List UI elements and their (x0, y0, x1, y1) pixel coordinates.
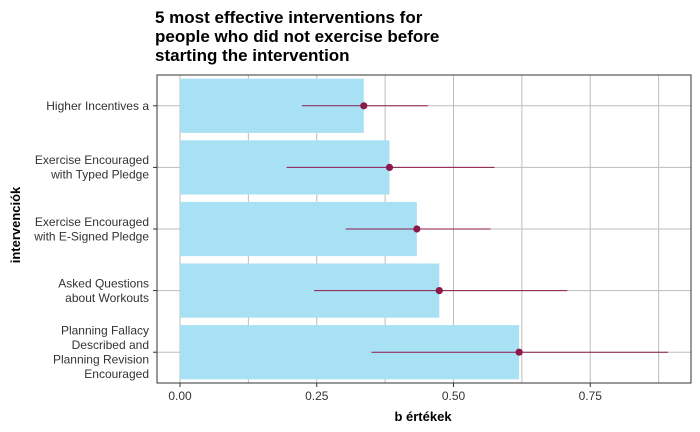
y-tick-label-4-3: Encouraged (84, 367, 149, 381)
chart-title: 5 most effective interventions for peopl… (155, 8, 444, 65)
x-tick-label-2: 0.50 (442, 389, 466, 403)
y-tick-label-4-1: Described and (72, 338, 149, 352)
y-tick-label-3-1: about Workouts (65, 291, 149, 305)
point-4 (515, 348, 523, 356)
chart-title-line-1: 5 most effective interventions for (155, 8, 423, 27)
point-2 (413, 225, 421, 233)
y-tick-label-3-0: Asked Questions (58, 276, 149, 290)
y-tick-label-4-2: Planning Revision (53, 352, 149, 366)
point-3 (435, 287, 443, 295)
x-axis-title: b értékek (394, 409, 452, 424)
y-axis-title: intervenciók (8, 186, 23, 263)
y-tick-label-1-1: with Typed Pledge (50, 168, 149, 182)
y-tick-label-2-0: Exercise Encouraged (35, 215, 149, 229)
y-tick-label-2-1: with E-Signed Pledge (33, 229, 149, 243)
chart-title-line-3: starting the intervention (155, 46, 350, 65)
x-tick-label-1: 0.25 (305, 389, 329, 403)
point-0 (360, 102, 368, 110)
y-tick-label-1-0: Exercise Encouraged (35, 153, 149, 167)
chart-title-line-2: people who did not exercise before (155, 27, 439, 46)
y-tick-label-0-0: Higher Incentives a (46, 99, 149, 113)
point-1 (385, 163, 394, 171)
x-tick-label-3: 0.75 (579, 389, 603, 403)
y-tick-label-4-0: Planning Fallacy (61, 323, 149, 337)
x-tick-label-0: 0.00 (168, 389, 192, 403)
